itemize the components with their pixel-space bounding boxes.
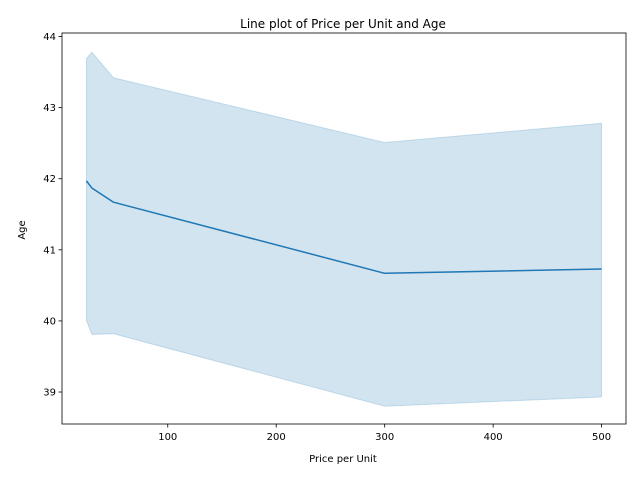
x-tick-label: 400: [484, 432, 503, 443]
y-axis: 39 40 41 42 43 44: [43, 32, 62, 399]
y-tick-label: 41: [43, 245, 56, 256]
y-tick-label: 39: [43, 388, 56, 399]
y-tick-label: 44: [43, 32, 56, 43]
y-tick-label: 42: [43, 174, 56, 185]
x-tick-label: 100: [158, 432, 177, 443]
axes-frame: [61, 32, 627, 425]
x-tick-label: 300: [375, 432, 394, 443]
x-axis-label: Price per Unit: [309, 454, 377, 465]
x-tick-label: 200: [267, 432, 286, 443]
y-axis-label: Age: [17, 220, 28, 239]
x-tick-label: 500: [592, 432, 611, 443]
y-tick-label: 43: [43, 103, 56, 114]
x-axis: 100 200 300 400 500: [158, 424, 611, 443]
y-tick-label: 40: [43, 316, 56, 327]
chart-title: Line plot of Price per Unit and Age: [240, 17, 446, 31]
plot-area: [61, 32, 627, 425]
confidence-band: [85, 51, 603, 407]
